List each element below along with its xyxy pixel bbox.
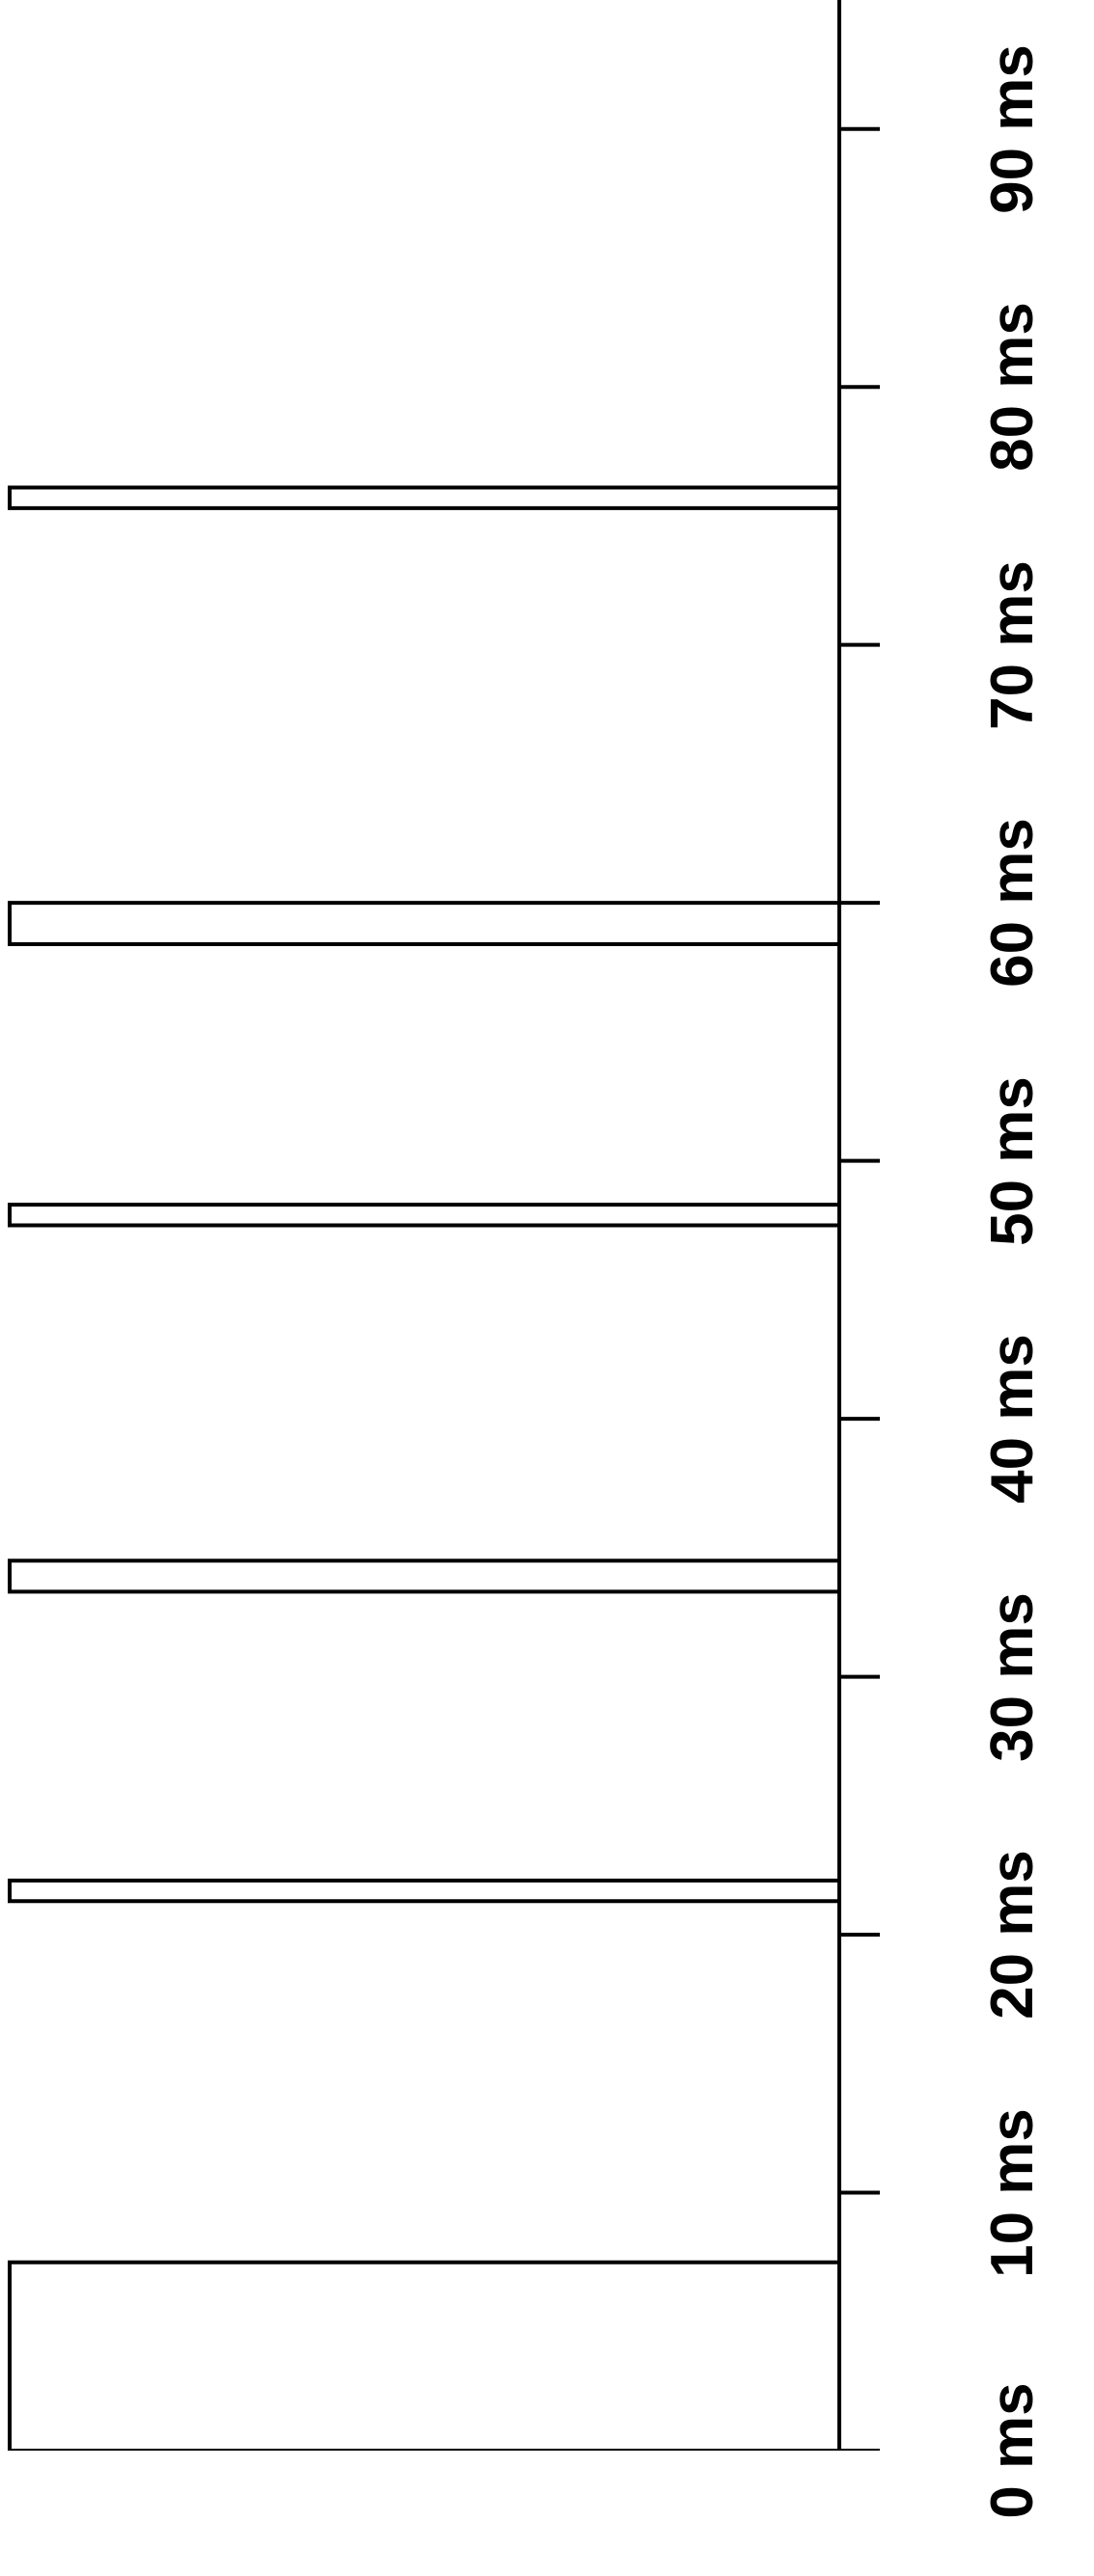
pulse-train [10,154,839,2451]
timing-diagram-canvas: 0 ms10 ms20 ms30 ms40 ms50 ms60 ms70 ms8… [0,0,1094,2451]
pulse-waveform [10,154,839,2451]
time-axis [839,0,878,2451]
timing-diagram-svg [0,0,1094,2451]
